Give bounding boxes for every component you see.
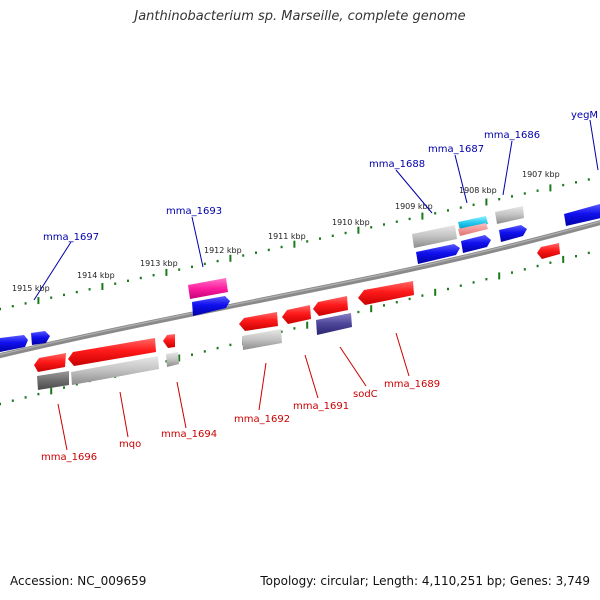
gene-mma_1694-gray[interactable] (166, 352, 179, 367)
gene-label-mma_1696[interactable]: mma_1696 (41, 452, 97, 463)
kbp-label: 1909 kbp (395, 202, 433, 211)
gene-label-mma_1694[interactable]: mma_1694 (161, 429, 217, 440)
gene-reverse-right[interactable] (537, 243, 560, 259)
gene-mma_1687-blue[interactable] (461, 235, 491, 253)
gene-features-reverse (34, 243, 560, 390)
kbp-label: 1911 kbp (268, 232, 306, 241)
gene-label-mma_1697[interactable]: mma_1697 (43, 232, 99, 243)
gene-mma_1687[interactable] (458, 216, 488, 230)
kbp-label: 1908 kbp (459, 186, 497, 195)
gene-forward-small[interactable] (31, 331, 50, 345)
gene-label-mma_1689[interactable]: mma_1689 (384, 379, 440, 390)
gene-sodC[interactable] (316, 313, 352, 335)
gene-yegM[interactable] (564, 204, 600, 226)
gene-mma_1697[interactable] (0, 335, 28, 352)
map-title: Janthinobacterium sp. Marseille, complet… (134, 9, 466, 24)
gene-mma_1696-gray[interactable] (37, 371, 69, 390)
kbp-label: 1910 kbp (332, 218, 370, 227)
gene-mma_1696[interactable] (34, 353, 66, 372)
gene-sodC-red[interactable] (313, 296, 348, 316)
gene-label-sodC[interactable]: sodC (353, 389, 378, 400)
kbp-label: 1913 kbp (140, 259, 178, 268)
gene-label-yegM[interactable]: yegM (571, 110, 598, 121)
kbp-label: 1914 kbp (77, 271, 115, 280)
gene-mma_1686[interactable] (499, 225, 527, 242)
gene-mma_1694[interactable] (163, 334, 175, 348)
gene-mma_1689[interactable] (358, 281, 414, 305)
genome-backbone-highlight (0, 221, 600, 356)
gene-label-mqo[interactable]: mqo (119, 439, 141, 450)
gene-mma_1688[interactable] (416, 244, 460, 264)
reverse-gene-labels: mma_1696 mqo mma_1694 mma_1692 mma_1691 … (41, 332, 440, 463)
gene-mma_1687-pink[interactable] (458, 223, 488, 236)
forward-tick-track (0, 178, 590, 311)
gene-mma_1693[interactable] (188, 278, 228, 299)
accession-text: Accession: NC_009659 (10, 574, 147, 588)
gene-label-mma_1688[interactable]: mma_1688 (369, 159, 425, 170)
gene-mma_1692[interactable] (239, 312, 278, 331)
gene-features (0, 204, 600, 352)
gene-label-mma_1687[interactable]: mma_1687 (428, 144, 484, 155)
gene-mqo-gray[interactable] (71, 356, 159, 385)
gene-mma_1688-gray[interactable] (412, 225, 457, 248)
gene-label-mma_1691[interactable]: mma_1691 (293, 401, 349, 412)
gene-label-mma_1686[interactable]: mma_1686 (484, 130, 540, 141)
kbp-label: 1912 kbp (204, 246, 242, 255)
gene-mma_1686-gray[interactable] (495, 206, 524, 224)
kbp-label: 1907 kbp (522, 170, 560, 179)
gene-mma_1691[interactable] (282, 305, 311, 324)
gene-mma_1692-gray[interactable] (242, 329, 282, 350)
gene-label-mma_1693[interactable]: mma_1693 (166, 206, 222, 217)
gene-mma_1693-blue[interactable] (192, 296, 230, 316)
genome-summary-text: Topology: circular; Length: 4,110,251 bp… (260, 574, 590, 588)
kbp-label: 1915 kbp (12, 284, 50, 293)
gene-label-mma_1692[interactable]: mma_1692 (234, 414, 290, 425)
gene-mqo[interactable] (68, 338, 156, 366)
forward-gene-labels: mma_1697 mma_1693 mma_1688 mma_1687 mma_… (33, 110, 599, 301)
genome-backbone (0, 220, 600, 359)
